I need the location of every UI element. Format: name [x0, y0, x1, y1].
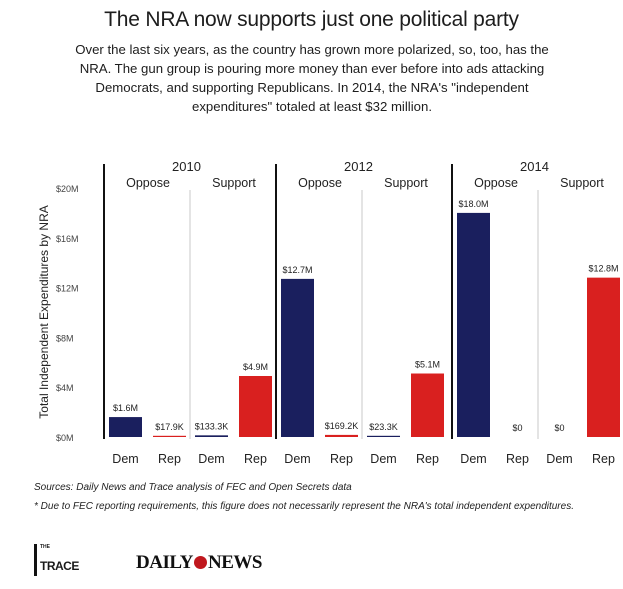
bar-rep: [325, 434, 358, 437]
x-category-label: Dem: [546, 452, 572, 466]
bar-value-label: $1.6M: [113, 403, 138, 413]
bar-dem: [195, 435, 228, 437]
bar-dem: [281, 278, 314, 437]
x-category-label: Dem: [460, 452, 486, 466]
bar-value-label: $17.9K: [155, 422, 184, 432]
y-tick-label: $8M: [56, 333, 74, 343]
group-label: Oppose: [126, 176, 170, 190]
group-label: Support: [384, 176, 428, 190]
x-category-label: Dem: [198, 452, 224, 466]
bar-value-label: $12.8M: [588, 264, 618, 274]
y-tick-label: $4M: [56, 383, 74, 393]
x-category-label: Dem: [284, 452, 310, 466]
bar-value-label: $23.3K: [369, 422, 398, 432]
y-tick-label: $16M: [56, 234, 79, 244]
x-category-label: Rep: [592, 452, 615, 466]
bar-value-label: $4.9M: [243, 362, 268, 372]
year-label: 2012: [344, 159, 373, 174]
bar-value-label: $0: [512, 423, 522, 433]
daily-news-logo: DAILY NEWS: [136, 552, 262, 573]
bar-value-label: $0: [554, 423, 564, 433]
year-label: 2014: [520, 159, 549, 174]
bar-value-label: $12.7M: [282, 265, 312, 275]
year-label: 2010: [172, 159, 201, 174]
y-tick-label: $0M: [56, 433, 74, 443]
bar-dem: [457, 212, 490, 437]
y-tick-label: $20M: [56, 184, 79, 194]
group-label: Support: [560, 176, 604, 190]
x-category-label: Rep: [506, 452, 529, 466]
x-category-label: Rep: [416, 452, 439, 466]
bar-value-label: $18.0M: [458, 199, 488, 209]
x-category-label: Rep: [330, 452, 353, 466]
x-category-label: Dem: [112, 452, 138, 466]
bar-dem: [367, 435, 400, 437]
group-label: Support: [212, 176, 256, 190]
bar-rep: [239, 375, 272, 437]
bar-value-label: $133.3K: [195, 421, 229, 431]
bar-rep: [587, 277, 620, 437]
x-category-label: Rep: [158, 452, 181, 466]
bar-rep: [153, 435, 186, 437]
sources-note: Sources: Daily News and Trace analysis o…: [34, 482, 352, 493]
group-label: Oppose: [474, 176, 518, 190]
bar-dem: [109, 417, 142, 437]
chart-title: The NRA now supports just one political …: [104, 8, 519, 31]
the-trace-logo: THE TRACE: [34, 544, 79, 578]
bar-value-label: $169.2K: [325, 421, 359, 431]
y-tick-label: $12M: [56, 284, 79, 294]
y-axis-label: Total Independent Expenditures by NRA: [37, 205, 51, 418]
x-category-label: Dem: [370, 452, 396, 466]
bar-value-label: $5.1M: [415, 360, 440, 370]
chart-subtitle: Over the last six years, as the country …: [75, 42, 549, 114]
footnote: * Due to FEC reporting requirements, thi…: [34, 501, 574, 512]
x-category-label: Rep: [244, 452, 267, 466]
bar-rep: [411, 373, 444, 437]
group-label: Oppose: [298, 176, 342, 190]
